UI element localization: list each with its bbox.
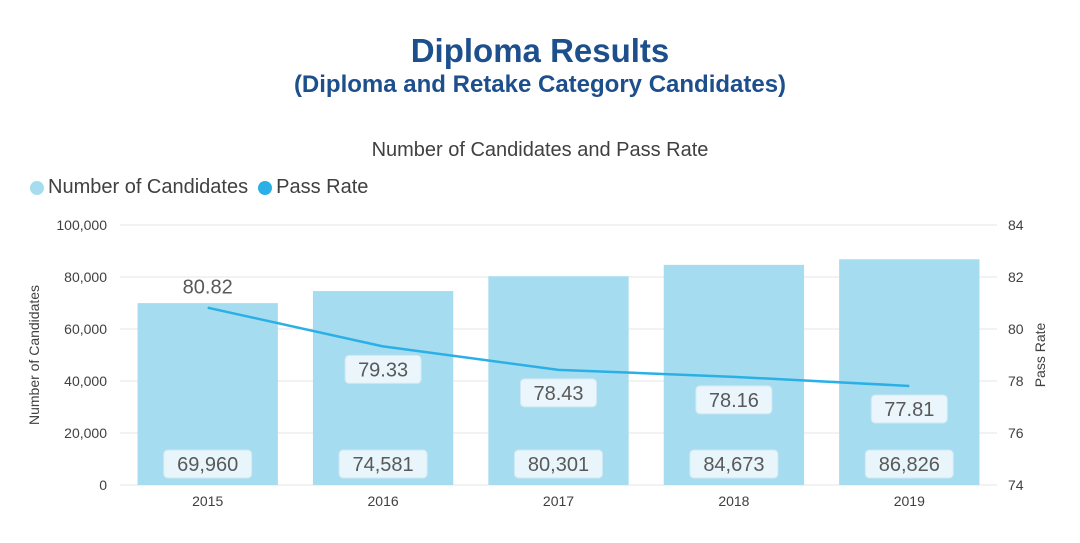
line-data-label: 77.81 [884, 399, 934, 421]
x-tick-label: 2015 [192, 493, 223, 509]
bar-label-box [864, 449, 954, 479]
line-label-box [520, 378, 597, 408]
line-data-label: 78.16 [709, 390, 759, 412]
bar-label-box [338, 449, 428, 479]
bar-data-label: 86,826 [879, 454, 940, 476]
bar-data-label: 84,673 [703, 454, 764, 476]
x-tick-label: 2018 [718, 493, 749, 509]
legend-item-pass-rate: Pass Rate [258, 176, 368, 199]
y-tick-label: 40,000 [64, 373, 107, 389]
line-label-box [870, 394, 948, 424]
bar [839, 259, 980, 485]
y-tick-label: 0 [99, 477, 107, 493]
legend-item-candidates: Number of Candidates [30, 176, 248, 199]
bar-label-box [689, 449, 779, 479]
line-label-box [695, 385, 773, 415]
legend-swatch-candidates [30, 180, 44, 195]
y2-tick-label: 82 [1008, 269, 1024, 285]
line-label-box [344, 354, 422, 384]
y2-tick-label: 74 [1008, 477, 1024, 493]
chart-legend: Number of Candidates Pass Rate [30, 176, 368, 199]
y-axis-title: Number of Candidates [26, 285, 42, 425]
legend-label-candidates: Number of Candidates [48, 176, 249, 198]
y-tick-label: 80,000 [64, 269, 107, 285]
legend-swatch-pass-rate [258, 180, 273, 195]
y2-tick-label: 84 [1008, 217, 1024, 233]
bar-label-box [163, 449, 253, 479]
x-tick-label: 2019 [894, 493, 925, 509]
page-title: Diploma Results [410, 32, 670, 69]
x-tick-label: 2017 [543, 493, 574, 509]
y-tick-label: 60,000 [64, 321, 107, 337]
pass-rate-line [207, 306, 910, 388]
y2-tick-label: 80 [1008, 321, 1024, 337]
chart-title: Number of Candidates and Pass Rate [371, 139, 709, 161]
page-subtitle: (Diploma and Retake Category Candidates) [293, 71, 787, 98]
bar-data-label: 80,301 [528, 454, 589, 476]
bar-label-box [514, 449, 603, 479]
line-data-label: 80.82 [183, 277, 233, 299]
bar-data-label: 74,581 [353, 454, 414, 476]
x-tick-label: 2016 [368, 493, 399, 509]
y2-tick-label: 78 [1008, 373, 1024, 389]
y-tick-label: 20,000 [64, 425, 107, 441]
bar-data-label: 69,960 [177, 454, 238, 476]
line-data-label: 78.43 [533, 383, 583, 405]
legend-label-pass-rate: Pass Rate [276, 176, 369, 198]
y2-axis-title: Pass Rate [1032, 322, 1048, 387]
y2-tick-label: 76 [1008, 425, 1024, 441]
y-tick-label: 100,000 [56, 217, 107, 233]
line-data-label: 79.33 [358, 359, 408, 381]
